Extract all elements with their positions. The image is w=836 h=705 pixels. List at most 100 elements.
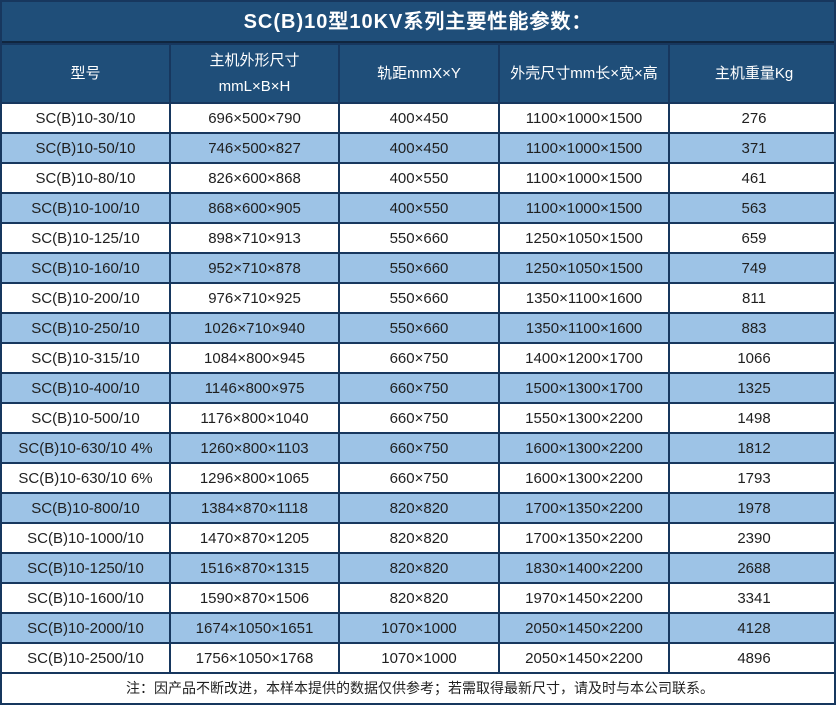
- model-cell: SC(B)10-500/10: [2, 402, 171, 434]
- value-cell: 811: [668, 282, 834, 314]
- table-row: SC(B)10-50/10 746×500×827 400×450 1100×1000…: [2, 132, 834, 164]
- spec-table: 型号 主机外形尺寸 mmL×B×H 轨距mmX×Y 外壳尺寸mm长×宽×高 主机重量Kg …: [2, 43, 834, 702]
- table-row: SC(B)10-100/10 868×600×905 400×550 1100×100…: [2, 192, 834, 224]
- column-header-2: 主机外形尺寸 mmL×B×H: [169, 43, 340, 104]
- value-cell: 2050×1450×2200: [498, 612, 670, 644]
- value-cell: 1978: [668, 492, 834, 524]
- model-cell: SC(B)10-630/10 6%: [2, 462, 171, 494]
- value-cell: 820×820: [338, 492, 500, 524]
- value-cell: 1100×1000×1500: [498, 192, 670, 224]
- table-row: SC(B)10-200/10 976×710×925 550×660 1350×110…: [2, 282, 834, 314]
- model-cell: SC(B)10-1250/10: [2, 552, 171, 584]
- value-cell: 461: [668, 162, 834, 194]
- table-row: SC(B)10-500/10 1176×800×1040 660×750 1550×1…: [2, 402, 834, 434]
- value-cell: 749: [668, 252, 834, 284]
- table-row: SC(B)10-2500/10 1756×1050×1768 1070×1000 20…: [2, 642, 834, 674]
- model-cell: SC(B)10-2500/10: [2, 642, 171, 674]
- value-cell: 1070×1000: [338, 612, 500, 644]
- value-cell: 1325: [668, 372, 834, 404]
- value-cell: 1176×800×1040: [169, 402, 340, 434]
- value-cell: 1590×870×1506: [169, 582, 340, 614]
- column-header-5: 主机重量Kg: [668, 43, 834, 104]
- model-cell: SC(B)10-315/10: [2, 342, 171, 374]
- model-cell: SC(B)10-30/10: [2, 102, 171, 134]
- table-row: SC(B)10-30/10 696×500×790 400×450 1100×1000…: [2, 102, 834, 134]
- table-row: SC(B)10-315/10 1084×800×945 660×750 1400×12…: [2, 342, 834, 374]
- model-cell: SC(B)10-250/10: [2, 312, 171, 344]
- value-cell: 660×750: [338, 372, 500, 404]
- value-cell: 746×500×827: [169, 132, 340, 164]
- value-cell: 1756×1050×1768: [169, 642, 340, 674]
- table-row: SC(B)10-250/10 1026×710×940 550×660 1350×11…: [2, 312, 834, 344]
- value-cell: 1674×1050×1651: [169, 612, 340, 644]
- table-row: SC(B)10-800/10 1384×870×1118 820×820 1700×1…: [2, 492, 834, 524]
- value-cell: 400×550: [338, 192, 500, 224]
- value-cell: 4896: [668, 642, 834, 674]
- value-cell: 826×600×868: [169, 162, 340, 194]
- value-cell: 1498: [668, 402, 834, 434]
- value-cell: 952×710×878: [169, 252, 340, 284]
- model-cell: SC(B)10-125/10: [2, 222, 171, 254]
- value-cell: 1700×1350×2200: [498, 522, 670, 554]
- value-cell: 1600×1300×2200: [498, 462, 670, 494]
- table-row: SC(B)10-80/10 826×600×868 400×550 1100×1000…: [2, 162, 834, 194]
- column-header-3: 轨距mmX×Y: [338, 43, 500, 104]
- value-cell: 2688: [668, 552, 834, 584]
- value-cell: 820×820: [338, 582, 500, 614]
- value-cell: 563: [668, 192, 834, 224]
- value-cell: 1350×1100×1600: [498, 282, 670, 314]
- value-cell: 2390: [668, 522, 834, 554]
- model-cell: SC(B)10-50/10: [2, 132, 171, 164]
- value-cell: 1066: [668, 342, 834, 374]
- value-cell: 3341: [668, 582, 834, 614]
- value-cell: 550×660: [338, 252, 500, 284]
- table-row: SC(B)10-630/10 4% 1260×800×1103 660×750 160…: [2, 432, 834, 464]
- value-cell: 1070×1000: [338, 642, 500, 674]
- table-header: 型号 主机外形尺寸 mmL×B×H 轨距mmX×Y 外壳尺寸mm长×宽×高 主机重量Kg: [2, 43, 834, 104]
- model-cell: SC(B)10-1000/10: [2, 522, 171, 554]
- model-cell: SC(B)10-100/10: [2, 192, 171, 224]
- value-cell: 1296×800×1065: [169, 462, 340, 494]
- value-cell: 2050×1450×2200: [498, 642, 670, 674]
- value-cell: 1400×1200×1700: [498, 342, 670, 374]
- model-cell: SC(B)10-630/10 4%: [2, 432, 171, 464]
- value-cell: 1600×1300×2200: [498, 432, 670, 464]
- value-cell: 659: [668, 222, 834, 254]
- column-header-4: 外壳尺寸mm长×宽×高: [498, 43, 670, 104]
- value-cell: 276: [668, 102, 834, 134]
- value-cell: 4128: [668, 612, 834, 644]
- value-cell: 1470×870×1205: [169, 522, 340, 554]
- table-row: SC(B)10-400/10 1146×800×975 660×750 1500×13…: [2, 372, 834, 404]
- value-cell: 400×450: [338, 102, 500, 134]
- table-body: SC(B)10-30/10 696×500×790 400×450 1100×1000…: [2, 102, 834, 674]
- value-cell: 400×550: [338, 162, 500, 194]
- column-header-1: 型号: [2, 43, 171, 104]
- value-cell: 976×710×925: [169, 282, 340, 314]
- value-cell: 660×750: [338, 432, 500, 464]
- value-cell: 1516×870×1315: [169, 552, 340, 584]
- value-cell: 1100×1000×1500: [498, 162, 670, 194]
- value-cell: 1830×1400×2200: [498, 552, 670, 584]
- value-cell: 1384×870×1118: [169, 492, 340, 524]
- value-cell: 1550×1300×2200: [498, 402, 670, 434]
- value-cell: 1100×1000×1500: [498, 102, 670, 134]
- value-cell: 1793: [668, 462, 834, 494]
- model-cell: SC(B)10-80/10: [2, 162, 171, 194]
- value-cell: 1260×800×1103: [169, 432, 340, 464]
- value-cell: 660×750: [338, 402, 500, 434]
- table-row: SC(B)10-2000/10 1674×1050×1651 1070×1000 20…: [2, 612, 834, 644]
- value-cell: 696×500×790: [169, 102, 340, 134]
- table-row: SC(B)10-630/10 6% 1296×800×1065 660×750 160…: [2, 462, 834, 494]
- model-cell: SC(B)10-2000/10: [2, 612, 171, 644]
- value-cell: 550×660: [338, 282, 500, 314]
- value-cell: 883: [668, 312, 834, 344]
- table-row: SC(B)10-160/10 952×710×878 550×660 1250×105…: [2, 252, 834, 284]
- value-cell: 1812: [668, 432, 834, 464]
- value-cell: 868×600×905: [169, 192, 340, 224]
- value-cell: 1500×1300×1700: [498, 372, 670, 404]
- value-cell: 898×710×913: [169, 222, 340, 254]
- model-cell: SC(B)10-200/10: [2, 282, 171, 314]
- value-cell: 371: [668, 132, 834, 164]
- table-row: SC(B)10-125/10 898×710×913 550×660 1250×105…: [2, 222, 834, 254]
